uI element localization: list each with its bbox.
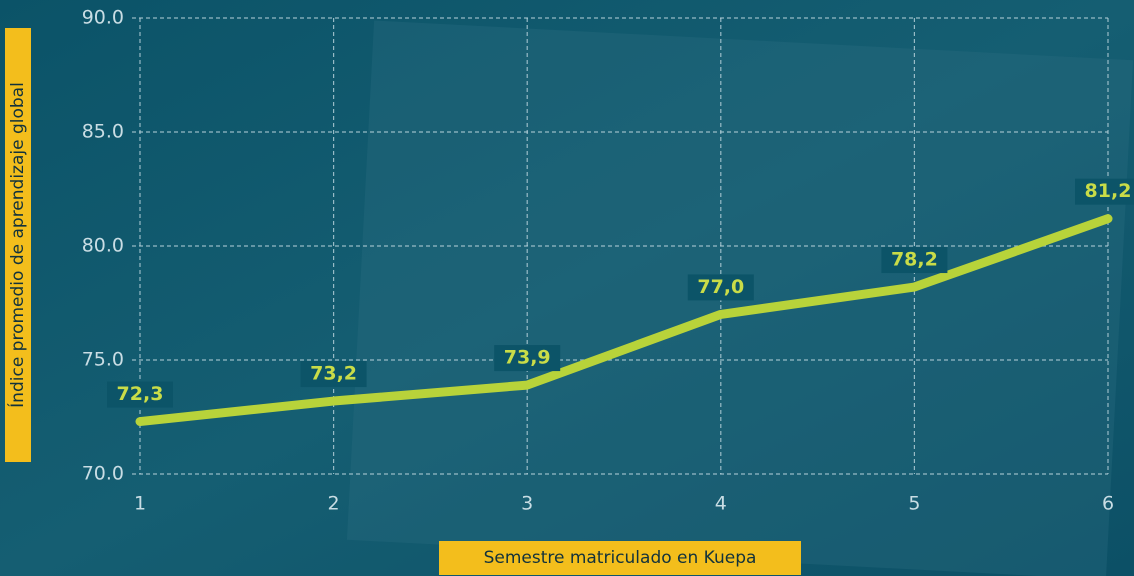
value-label: 77,0 <box>697 276 744 298</box>
value-label: 81,2 <box>1085 180 1132 202</box>
x-tick-label: 4 <box>715 493 727 515</box>
x-tick-label: 3 <box>521 493 533 515</box>
y-tick-label: 80.0 <box>82 235 124 257</box>
value-label: 73,2 <box>310 363 357 385</box>
x-tick-label: 5 <box>908 493 920 515</box>
value-label: 78,2 <box>891 249 938 271</box>
x-axis-label: Semestre matriculado en Kuepa <box>484 548 757 568</box>
y-tick-label: 90.0 <box>82 7 124 29</box>
y-tick-label: 75.0 <box>82 349 124 371</box>
x-tick-label: 1 <box>134 493 146 515</box>
y-tick-label: 70.0 <box>82 463 124 485</box>
value-label: 72,3 <box>117 383 164 405</box>
y-axis-label: Índice promedio de aprendizaje global <box>6 82 28 408</box>
value-label: 73,9 <box>504 347 551 369</box>
y-tick-label: 85.0 <box>82 121 124 143</box>
x-tick-label: 6 <box>1102 493 1114 515</box>
x-tick-label: 2 <box>328 493 340 515</box>
chart: Índice promedio de aprendizaje global Se… <box>0 0 1134 576</box>
